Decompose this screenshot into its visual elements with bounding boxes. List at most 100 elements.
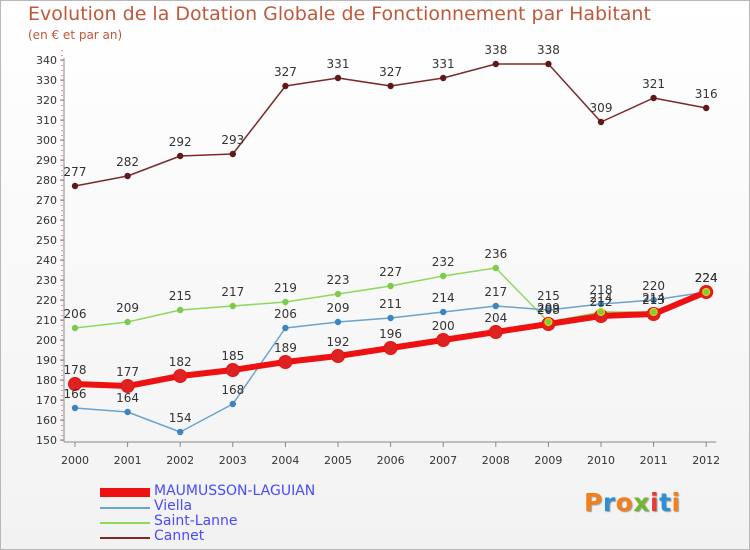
y-tick-label: 320 [36, 94, 57, 107]
data-label: 166 [64, 387, 87, 401]
data-label: 220 [642, 279, 665, 293]
data-point [124, 408, 131, 416]
data-label: 213 [642, 293, 665, 307]
data-label: 206 [274, 307, 297, 321]
data-point [492, 60, 499, 68]
data-label: 204 [484, 311, 507, 325]
data-label: 164 [116, 391, 139, 405]
data-label: 338 [537, 43, 560, 57]
data-label: 168 [221, 383, 244, 397]
data-point [120, 379, 135, 393]
data-point [440, 272, 447, 280]
x-tick-label: 2007 [429, 454, 457, 467]
data-point [229, 400, 236, 408]
data-point [278, 355, 293, 369]
data-label: 309 [590, 101, 613, 115]
data-label: 185 [221, 349, 244, 363]
proxiti-logo: Proxiti [584, 488, 681, 517]
data-label: 224 [695, 271, 718, 285]
data-point [436, 333, 451, 347]
y-tick-label: 190 [36, 354, 57, 367]
data-point [492, 302, 499, 310]
data-label: 217 [484, 285, 507, 299]
data-label: 293 [221, 133, 244, 147]
x-tick-label: 2000 [61, 454, 89, 467]
data-label: 232 [432, 255, 455, 269]
data-point [177, 152, 184, 160]
y-tick-label: 280 [36, 174, 57, 187]
data-label: 209 [537, 301, 560, 315]
data-point [597, 300, 605, 308]
chart-title: Evolution de la Dotation Globale de Fonc… [28, 3, 651, 25]
data-label: 182 [169, 355, 192, 369]
data-point [229, 302, 236, 310]
data-label: 209 [327, 301, 350, 315]
legend-swatch [100, 537, 150, 539]
data-point [124, 318, 131, 326]
data-point [544, 317, 553, 327]
data-label: 177 [116, 365, 139, 379]
data-point [282, 324, 289, 332]
y-tick-label: 340 [36, 54, 57, 67]
data-point [282, 298, 289, 306]
data-label: 223 [327, 273, 350, 287]
data-label: 282 [116, 155, 139, 169]
data-point [334, 290, 342, 298]
data-point [597, 118, 605, 126]
data-point [282, 82, 289, 90]
data-label: 321 [642, 77, 665, 91]
data-point [387, 282, 394, 290]
data-point [440, 308, 447, 316]
data-label: 214 [432, 291, 455, 305]
data-label: 211 [379, 297, 402, 311]
data-label: 224 [695, 271, 718, 285]
data-point [440, 74, 447, 82]
data-point [124, 172, 131, 180]
data-label: 215 [169, 289, 192, 303]
data-point [492, 264, 499, 272]
y-tick-label: 150 [36, 434, 57, 447]
x-tick-label: 2004 [271, 454, 299, 467]
x-tick-label: 2012 [692, 454, 720, 467]
data-point [177, 306, 184, 314]
data-point [383, 341, 398, 355]
y-tick-label: 250 [36, 234, 57, 247]
x-tick-label: 2001 [114, 454, 142, 467]
legend-swatch [100, 488, 150, 497]
data-label: 214 [590, 291, 613, 305]
legend-swatch [100, 522, 150, 524]
data-label: 209 [116, 301, 139, 315]
y-tick-label: 240 [36, 254, 57, 267]
x-tick-label: 2003 [219, 454, 247, 467]
data-point [545, 306, 552, 314]
data-label: 316 [695, 87, 718, 101]
data-point [334, 318, 342, 326]
data-point [703, 104, 710, 112]
data-label: 292 [169, 135, 192, 149]
y-tick-label: 300 [36, 134, 57, 147]
data-point [488, 325, 503, 339]
y-tick-label: 290 [36, 154, 57, 167]
x-tick-label: 2009 [534, 454, 562, 467]
y-tick-label: 330 [36, 74, 57, 87]
series-line-cannet [74, 63, 707, 187]
data-label: 331 [327, 57, 350, 71]
data-point [68, 377, 82, 391]
data-point [331, 349, 345, 363]
data-point [229, 150, 236, 158]
data-label: 208 [537, 303, 560, 317]
data-label: 277 [64, 165, 87, 179]
data-label: 338 [484, 43, 507, 57]
data-label: 215 [537, 289, 560, 303]
y-tick-label: 160 [36, 414, 57, 427]
legend-swatch [100, 507, 150, 509]
data-point [71, 324, 79, 332]
x-tick-label: 2002 [166, 454, 194, 467]
x-tick-label: 2010 [587, 454, 615, 467]
data-label: 212 [590, 295, 613, 309]
x-tick-label: 2008 [482, 454, 510, 467]
data-point [225, 363, 240, 377]
data-label: 214 [642, 291, 665, 305]
